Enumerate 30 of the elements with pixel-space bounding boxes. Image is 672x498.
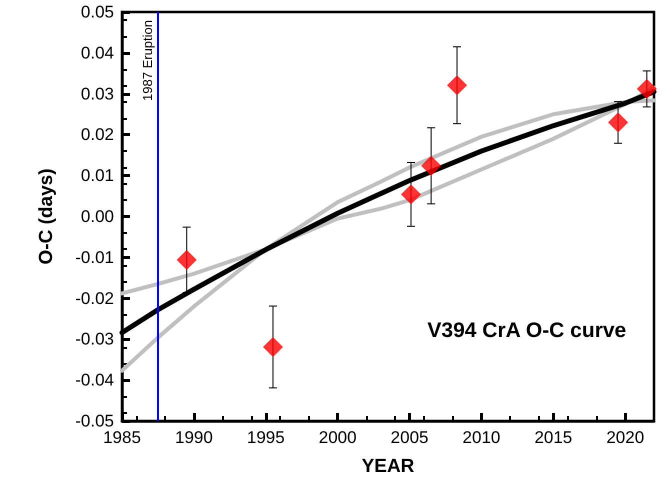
point bbox=[176, 250, 197, 270]
x-tick-label: 1995 bbox=[246, 428, 285, 447]
y-tick-label: -0.02 bbox=[75, 288, 114, 308]
x-tick-label: 2000 bbox=[318, 428, 357, 447]
point bbox=[262, 336, 283, 357]
point bbox=[447, 75, 468, 96]
y-tick-label: 0.00 bbox=[80, 207, 114, 226]
y-tick-label: 0.01 bbox=[80, 166, 114, 186]
y-tick-label: -0.05 bbox=[75, 412, 114, 430]
y-axis-title: O-C (days) bbox=[36, 168, 57, 265]
y-tick-label: 0.03 bbox=[80, 84, 114, 104]
y-tick-label: 0.05 bbox=[80, 2, 114, 22]
x-tick-label: 1985 bbox=[103, 428, 141, 447]
x-tick-label: 2015 bbox=[534, 428, 572, 447]
x-tick-label: 1990 bbox=[174, 428, 213, 447]
point bbox=[421, 156, 442, 176]
point bbox=[401, 184, 422, 204]
y-tick-label: -0.03 bbox=[75, 330, 114, 349]
x-tick-label: 2010 bbox=[462, 428, 500, 447]
y-tick-label: -0.04 bbox=[75, 370, 114, 390]
x-tick-label: 2020 bbox=[606, 428, 644, 447]
point bbox=[636, 78, 657, 99]
annotation: V394 CrA O-C curve bbox=[427, 319, 626, 342]
ref-line-label: 1987 Eruption bbox=[140, 20, 155, 101]
x-axis-title: YEAR bbox=[362, 456, 415, 477]
x-tick-label: 2005 bbox=[390, 428, 428, 447]
y-tick-label: -0.01 bbox=[75, 248, 114, 267]
point bbox=[608, 112, 628, 132]
y-tick-label: 0.04 bbox=[80, 43, 114, 62]
y-tick-label: 0.02 bbox=[80, 125, 114, 144]
